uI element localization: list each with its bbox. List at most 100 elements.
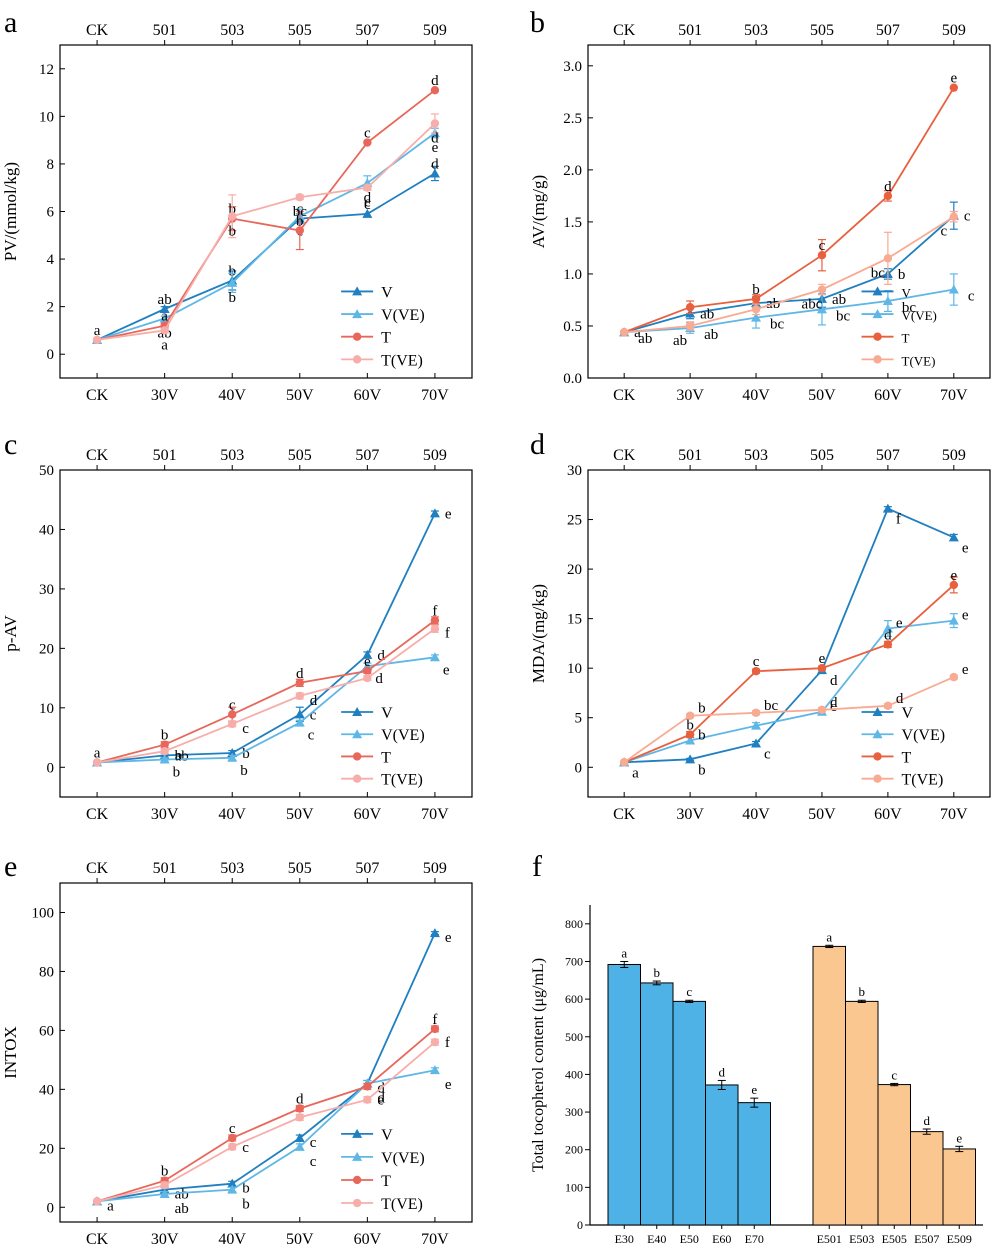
significance-letter: bc — [902, 300, 917, 316]
legend-label: T — [381, 1173, 391, 1190]
significance-letter: ab — [175, 1187, 189, 1203]
significance-letter: c — [242, 721, 249, 737]
legend-marker — [872, 309, 883, 319]
data-point-T(VE) — [619, 328, 629, 337]
data-point-V — [294, 709, 305, 719]
data-point-T(VE) — [817, 285, 827, 294]
x-tick-label: 70V — [940, 806, 968, 823]
series-line-T — [96, 1028, 436, 1203]
top-x-tick-label: 505 — [810, 22, 834, 39]
top-x-tick-label: 505 — [288, 447, 312, 464]
significance-letter: b — [296, 214, 304, 230]
data-point-V(VE) — [227, 277, 238, 287]
data-point-T(VE) — [430, 624, 440, 633]
top-x-tick-label: 501 — [678, 447, 702, 464]
significance-letter: c — [968, 289, 975, 305]
legend-marker — [872, 729, 883, 739]
top-x-tick-label: 505 — [288, 860, 312, 877]
y-axis-label: PV/(mmol/kg) — [1, 162, 20, 261]
significance-letter: c — [891, 1067, 897, 1082]
x-tick-label: CK — [613, 387, 636, 404]
data-point-V — [429, 508, 440, 518]
data-point-V(VE) — [227, 1184, 238, 1194]
data-point-T — [430, 85, 440, 95]
y-tick-label: 0 — [47, 1200, 55, 1216]
y-axis-label: MDA/(mg/kg) — [529, 584, 548, 683]
x-tick-label: 40V — [218, 806, 246, 823]
data-point-V(VE) — [429, 652, 440, 662]
data-point-T(VE) — [92, 1197, 102, 1206]
top-x-tick-label: 507 — [876, 447, 900, 464]
top-x-tick-label: 509 — [423, 22, 447, 39]
x-tick-label: 70V — [421, 806, 449, 823]
significance-letter: d — [830, 673, 838, 689]
significance-letter: bc — [764, 698, 779, 714]
significance-letter: e — [445, 930, 452, 946]
data-point-T(VE) — [751, 305, 761, 314]
data-point-T(VE) — [160, 747, 169, 756]
series-line-V — [96, 932, 436, 1203]
series-line-V(VE) — [624, 288, 954, 334]
y-axis-label: Total tocopherol content (μg/mL) — [530, 958, 547, 1172]
legend-marker — [352, 286, 363, 296]
y-tick-label: 30 — [39, 582, 54, 598]
data-point-V — [429, 168, 440, 178]
data-point-T — [363, 1082, 372, 1091]
legend-marker — [873, 752, 882, 761]
legend-label: T — [381, 330, 391, 347]
significance-letter: ab — [175, 1201, 189, 1217]
data-point-V(VE) — [227, 752, 238, 762]
y-tick-label: 80 — [39, 964, 54, 980]
x-tick-label: CK — [613, 806, 636, 823]
significance-letter: e — [443, 662, 450, 678]
data-point-T(VE) — [295, 1113, 304, 1122]
top-x-tick-label: 507 — [355, 447, 379, 464]
data-point-T(VE) — [363, 1095, 372, 1104]
y-tick-label: 40 — [39, 522, 54, 538]
legend-label: T(VE) — [902, 772, 944, 789]
top-x-tick-label: 507 — [355, 22, 379, 39]
data-point-T(VE) — [430, 119, 440, 128]
top-x-tick-label: 503 — [744, 22, 768, 39]
significance-letter: a — [161, 309, 168, 325]
data-point-V(VE) — [751, 312, 762, 322]
x-tick-label: 60V — [354, 1231, 382, 1248]
top-x-tick-label: 501 — [153, 447, 177, 464]
top-x-tick-label: 503 — [220, 860, 244, 877]
y-tick-label: 3.0 — [563, 59, 582, 75]
x-tick-label: 30V — [151, 806, 179, 823]
x-tick-label: 70V — [940, 387, 968, 404]
series-line-T(VE) — [96, 627, 436, 764]
significance-letter: f — [432, 603, 437, 619]
y-tick-label: 600 — [565, 992, 583, 1006]
significance-letter: bc — [836, 308, 851, 324]
significance-letter: c — [310, 1135, 317, 1151]
legend-label: T(VE) — [381, 352, 423, 369]
x-tick-label: E503 — [849, 1232, 874, 1246]
panel-label-c: c — [4, 428, 17, 461]
data-point-T — [883, 191, 893, 201]
legend-label: T — [381, 749, 391, 766]
y-tick-label: 0 — [47, 347, 55, 363]
y-tick-label: 800 — [565, 917, 583, 931]
significance-letter: b — [698, 701, 706, 717]
legend-marker — [352, 1175, 362, 1185]
significance-letter: e — [950, 568, 957, 584]
data-point-T — [363, 138, 372, 147]
data-point-T — [685, 730, 695, 739]
data-point-V(VE) — [882, 295, 893, 305]
top-x-tick-label: 509 — [423, 860, 447, 877]
x-tick-label: 50V — [286, 387, 314, 404]
y-tick-label: 100 — [565, 1180, 583, 1194]
legend-marker — [873, 774, 882, 783]
significance-letter: c — [364, 195, 371, 211]
significance-letter: a — [94, 323, 101, 339]
y-tick-label: 2.5 — [563, 111, 582, 127]
data-point-T(VE) — [751, 708, 761, 717]
series-line-T — [96, 619, 436, 764]
significance-letter: f — [445, 1035, 450, 1051]
x-tick-label: 30V — [676, 806, 704, 823]
significance-letter: c — [764, 746, 771, 762]
x-tick-label: 70V — [421, 387, 449, 404]
data-point-T — [160, 740, 169, 749]
